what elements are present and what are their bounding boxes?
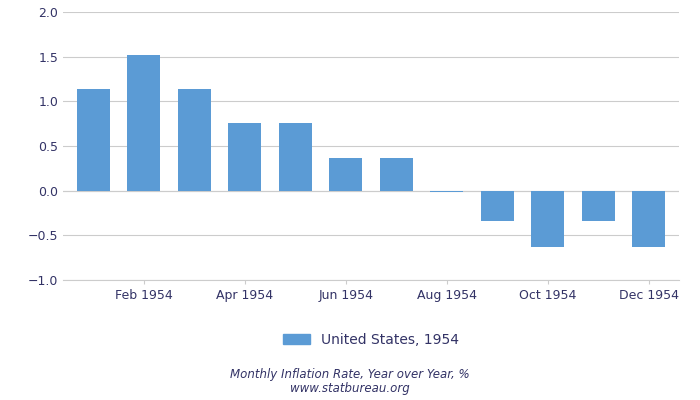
Bar (380, 158, 413, 191)
Bar (481, 191, 514, 221)
Bar (77, 89, 110, 191)
Bar (178, 89, 211, 191)
Legend: United States, 1954: United States, 1954 (277, 327, 465, 352)
Bar (632, 191, 665, 247)
Bar (228, 123, 261, 191)
Bar (329, 158, 362, 191)
Bar (582, 191, 615, 221)
Text: www.statbureau.org: www.statbureau.org (290, 382, 410, 395)
Bar (531, 191, 564, 247)
Bar (127, 55, 160, 191)
Bar (430, 191, 463, 192)
Bar (279, 123, 312, 191)
Text: Monthly Inflation Rate, Year over Year, %: Monthly Inflation Rate, Year over Year, … (230, 368, 470, 381)
